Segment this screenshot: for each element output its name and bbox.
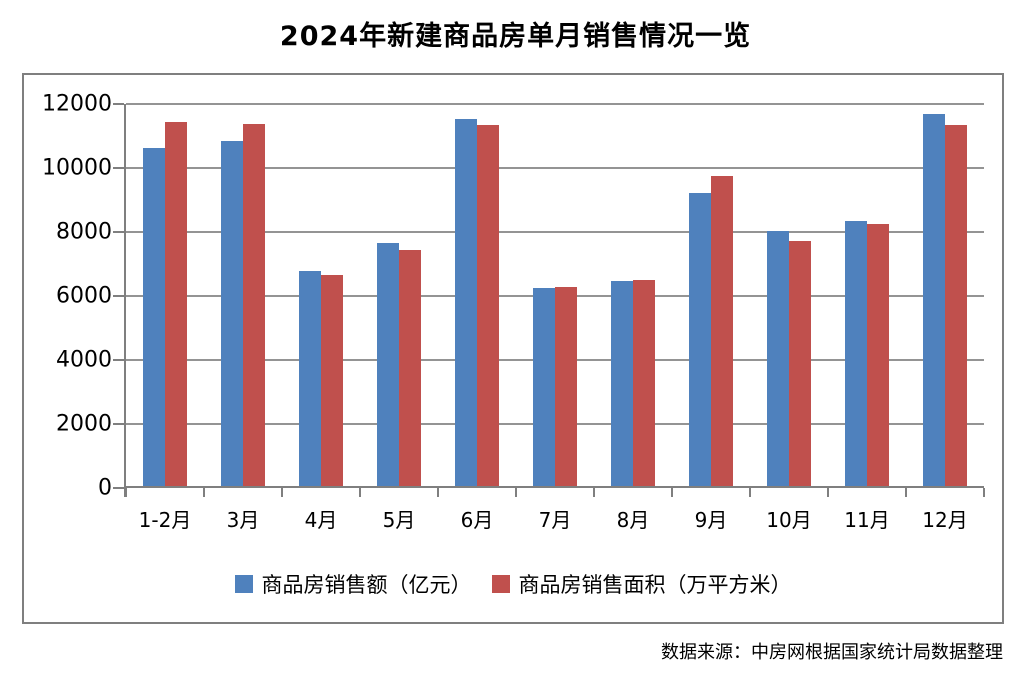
chart-frame: 0 2000 4000 6000 8000 10000 12000 1-2月 3月 4月 5月 6月…	[22, 73, 1004, 624]
bar-sales-amount	[923, 114, 945, 486]
bar-sales-area	[399, 250, 421, 486]
y-axis-tick	[113, 231, 124, 233]
bar-sales-area	[321, 275, 343, 486]
legend-label-sales-area: 商品房销售面积（万平方米）	[518, 573, 792, 597]
legend-label-sales-amount: 商品房销售额（亿元）	[261, 573, 472, 597]
y-axis-tick	[113, 487, 124, 489]
y-axis-tick	[113, 295, 124, 297]
bar-sales-amount	[533, 288, 555, 486]
x-axis-tick	[827, 488, 829, 497]
y-axis-tick	[113, 359, 124, 361]
y-tick-label: 4000	[56, 347, 112, 373]
legend-item-sales-area: 商品房销售面积（万平方米）	[491, 569, 792, 599]
bar-sales-amount	[455, 119, 477, 486]
bar-sales-area	[711, 176, 733, 486]
x-axis-tick	[359, 488, 361, 497]
bar-sales-area	[945, 125, 967, 486]
bar-sales-area	[477, 125, 499, 486]
x-tick-label: 8月	[616, 508, 650, 532]
x-axis-tick	[125, 488, 127, 497]
x-tick-label: 5月	[382, 508, 416, 532]
y-tick-label: 12000	[42, 91, 112, 117]
bar-sales-amount	[767, 231, 789, 486]
y-tick-label: 8000	[56, 219, 112, 245]
legend-swatch-sales-area-icon	[491, 575, 510, 593]
bar-sales-amount	[689, 193, 711, 486]
gridline	[126, 167, 984, 169]
x-axis-tick	[515, 488, 517, 497]
bar-sales-amount	[611, 281, 633, 486]
x-axis-tick	[203, 488, 205, 497]
data-source-note: 数据来源：中房网根据国家统计局数据整理	[661, 642, 1003, 663]
legend-item-sales-amount: 商品房销售额（亿元）	[234, 569, 472, 599]
x-axis-tick	[749, 488, 751, 497]
chart-legend: 商品房销售额（亿元） 商品房销售面积（万平方米）	[24, 569, 1002, 599]
y-tick-label: 10000	[42, 155, 112, 181]
x-tick-label: 9月	[694, 508, 728, 532]
y-axis-line	[124, 104, 126, 497]
bar-sales-amount	[845, 221, 867, 486]
x-tick-label: 3月	[226, 508, 260, 532]
bar-sales-amount	[299, 271, 321, 486]
bar-sales-amount	[377, 243, 399, 486]
x-tick-label: 10月	[766, 508, 812, 532]
y-axis-tick	[113, 103, 124, 105]
bar-sales-amount	[143, 148, 165, 486]
page-title: 2024年新建商品房单月销售情况一览	[279, 21, 752, 52]
y-tick-label: 2000	[56, 411, 112, 437]
x-tick-label: 7月	[538, 508, 572, 532]
bar-sales-area	[789, 241, 811, 486]
x-tick-label: 4月	[304, 508, 338, 532]
legend-swatch-sales-amount-icon	[234, 575, 253, 593]
x-axis-tick	[281, 488, 283, 497]
x-axis-tick	[593, 488, 595, 497]
bar-sales-area	[165, 122, 187, 486]
bar-sales-area	[633, 280, 655, 486]
bar-sales-area	[555, 287, 577, 486]
x-tick-label: 1-2月	[138, 508, 192, 532]
x-axis-tick	[671, 488, 673, 497]
x-tick-label: 12月	[922, 508, 968, 532]
bar-sales-amount	[221, 141, 243, 486]
x-axis-labels: 1-2月 3月 4月 5月 6月 7月 8月 9月 10月 11月 12月	[126, 488, 984, 532]
bar-sales-area	[867, 224, 889, 486]
bar-sales-area	[243, 124, 265, 486]
y-tick-label: 0	[98, 475, 112, 501]
x-axis-tick	[983, 488, 985, 497]
gridline	[126, 231, 984, 233]
gridline	[126, 103, 984, 105]
x-axis-tick	[437, 488, 439, 497]
x-tick-label: 6月	[460, 508, 494, 532]
plot-area: 0 2000 4000 6000 8000 10000 12000	[42, 92, 985, 501]
y-axis-tick	[113, 423, 124, 425]
x-tick-label: 11月	[844, 508, 890, 532]
x-axis-line	[124, 486, 984, 488]
y-axis-tick	[113, 167, 124, 169]
x-axis-tick	[905, 488, 907, 497]
y-tick-label: 6000	[56, 283, 112, 309]
